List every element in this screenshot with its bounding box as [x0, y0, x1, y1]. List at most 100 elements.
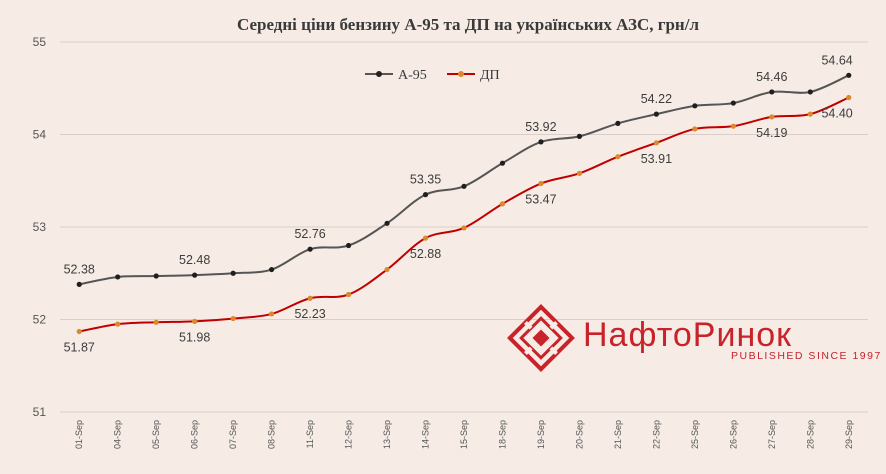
data-point-dp[interactable]	[461, 225, 467, 231]
x-tick-label: 29-Sep	[844, 420, 854, 449]
x-tick-label: 07-Sep	[228, 420, 238, 449]
data-point-a95[interactable]	[576, 133, 583, 139]
data-point-a95[interactable]	[307, 246, 313, 252]
data-point-dp[interactable]	[422, 235, 429, 241]
data-point-dp[interactable]	[307, 295, 313, 301]
data-point-a95[interactable]	[538, 139, 544, 145]
x-tick-label: 21-Sep	[613, 420, 623, 449]
data-point-dp[interactable]	[538, 180, 544, 187]
data-point-dp[interactable]	[230, 315, 236, 322]
legend-label-dp: ДП	[480, 68, 500, 83]
nafto-rynok-logo: НафтоРинок PUBLISHED SINCE 1997	[507, 304, 882, 372]
data-point-a95[interactable]	[653, 111, 659, 117]
data-label-a95: 54.64	[821, 53, 852, 67]
x-tick-label: 12-Sep	[344, 420, 354, 449]
chart-title: Середні ціни бензину А-95 та ДП на украї…	[237, 15, 699, 34]
data-point-a95[interactable]	[269, 266, 275, 273]
data-label-a95: 53.92	[525, 120, 556, 134]
data-label-dp: 54.19	[756, 126, 787, 140]
data-point-dp[interactable]	[730, 123, 736, 129]
data-point-dp[interactable]	[653, 140, 659, 146]
data-label-dp: 51.87	[64, 341, 95, 355]
legend-item-dp[interactable]: ДП	[447, 68, 500, 83]
x-tick-label: 26-Sep	[728, 420, 738, 449]
data-point-a95[interactable]	[615, 120, 621, 126]
data-point-dp[interactable]	[115, 321, 121, 327]
data-point-a95[interactable]	[692, 103, 698, 109]
data-label-dp: 52.23	[294, 307, 325, 321]
data-point-a95[interactable]	[846, 72, 852, 78]
data-point-a95[interactable]	[115, 274, 121, 280]
data-point-dp[interactable]	[499, 201, 506, 207]
x-tick-label: 06-Sep	[190, 420, 200, 449]
x-tick-label: 25-Sep	[690, 420, 700, 449]
x-tick-label: 22-Sep	[651, 420, 661, 449]
data-point-dp[interactable]	[615, 154, 621, 160]
x-tick-label: 05-Sep	[151, 420, 161, 449]
y-tick-label: 52	[33, 313, 47, 327]
legend: А-95 ДП	[365, 68, 500, 83]
data-label-a95: 52.38	[64, 262, 95, 276]
data-label-a95: 52.76	[294, 227, 325, 241]
data-point-a95[interactable]	[422, 192, 429, 198]
x-tick-label: 20-Sep	[574, 420, 584, 449]
data-point-dp[interactable]	[846, 94, 852, 101]
data-point-a95[interactable]	[384, 220, 390, 226]
y-axis: 51 52 53 54 55	[33, 35, 47, 419]
data-point-dp[interactable]	[192, 318, 198, 324]
x-tick-label: 14-Sep	[421, 420, 431, 449]
x-tick-label: 01-Sep	[74, 420, 84, 449]
logo-mark-icon	[507, 304, 575, 372]
data-label-a95: 52.48	[179, 253, 210, 267]
data-point-dp[interactable]	[576, 170, 583, 176]
data-point-dp[interactable]	[692, 126, 698, 132]
data-point-a95[interactable]	[769, 89, 775, 95]
x-tick-label: 04-Sep	[113, 420, 123, 449]
y-tick-label: 53	[33, 220, 47, 234]
x-tick-label: 11-Sep	[305, 420, 315, 448]
x-tick-label: 08-Sep	[267, 420, 277, 449]
data-label-a95: 54.46	[756, 70, 787, 84]
data-label-dp: 53.47	[525, 193, 556, 207]
data-point-a95[interactable]	[499, 160, 506, 166]
data-point-dp[interactable]	[384, 266, 390, 273]
y-tick-label: 54	[33, 128, 47, 142]
x-tick-label: 27-Sep	[767, 420, 777, 449]
x-tick-label: 18-Sep	[497, 420, 507, 449]
data-labels: 52.38 52.48 52.76 53.35 53.92 54.22 54.46 54.64…	[64, 53, 853, 354]
data-label-a95: 53.35	[410, 173, 441, 187]
data-point-dp[interactable]	[345, 291, 352, 298]
data-label-dp: 52.88	[410, 247, 441, 261]
data-point-dp[interactable]	[269, 311, 275, 317]
brand-tagline: PUBLISHED SINCE 1997	[731, 350, 882, 362]
x-tick-label: 28-Sep	[805, 420, 815, 449]
data-point-dp[interactable]	[153, 319, 159, 325]
x-axis: 01-Sep 04-Sep 05-Sep 06-Sep 07-Sep 08-Sep 11-S…	[74, 420, 854, 449]
data-point-a95[interactable]	[461, 183, 467, 189]
data-point-dp[interactable]	[769, 114, 775, 120]
data-point-a95[interactable]	[76, 281, 82, 287]
data-point-dp[interactable]	[807, 111, 813, 117]
y-tick-label: 55	[33, 35, 47, 49]
data-point-dp[interactable]	[76, 328, 82, 335]
data-point-a95[interactable]	[807, 89, 813, 95]
series-line-dp	[79, 96, 850, 333]
x-tick-label: 13-Sep	[382, 420, 392, 449]
data-label-dp: 51.98	[179, 330, 210, 344]
data-point-a95[interactable]	[153, 273, 159, 279]
data-label-a95: 54.22	[641, 92, 672, 106]
y-tick-label: 51	[33, 405, 47, 419]
data-point-a95[interactable]	[230, 270, 236, 276]
data-point-a95[interactable]	[730, 100, 736, 106]
legend-label-a95: А-95	[398, 68, 427, 83]
x-tick-label: 15-Sep	[459, 420, 469, 449]
brand-name: НафтоРинок	[583, 316, 792, 354]
legend-item-a95[interactable]: А-95	[365, 68, 427, 83]
data-point-a95[interactable]	[345, 242, 352, 249]
data-label-dp: 53.91	[641, 152, 672, 166]
x-tick-label: 19-Sep	[536, 420, 546, 449]
data-point-a95[interactable]	[192, 272, 198, 278]
series	[76, 72, 852, 335]
data-label-dp: 54.40	[821, 107, 852, 121]
